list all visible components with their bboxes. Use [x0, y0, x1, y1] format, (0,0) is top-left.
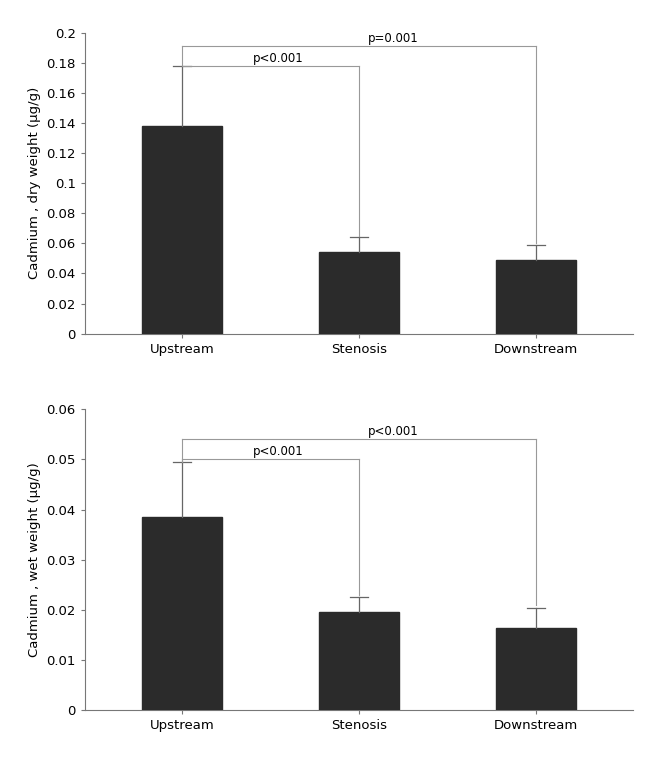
Bar [319, 252, 399, 334]
Bar [496, 629, 576, 710]
Bar [496, 260, 576, 334]
Text: p<0.001: p<0.001 [368, 425, 418, 439]
Text: p=0.001: p=0.001 [368, 32, 418, 45]
Y-axis label: Cadmium , wet weight (µg/g): Cadmium , wet weight (µg/g) [28, 462, 41, 657]
Y-axis label: Cadmium , dry weight (µg/g): Cadmium , dry weight (µg/g) [28, 87, 41, 280]
Text: p<0.001: p<0.001 [253, 52, 303, 65]
Bar [142, 126, 222, 334]
Text: p<0.001: p<0.001 [253, 445, 303, 458]
Bar [142, 517, 222, 710]
Bar [319, 613, 399, 710]
